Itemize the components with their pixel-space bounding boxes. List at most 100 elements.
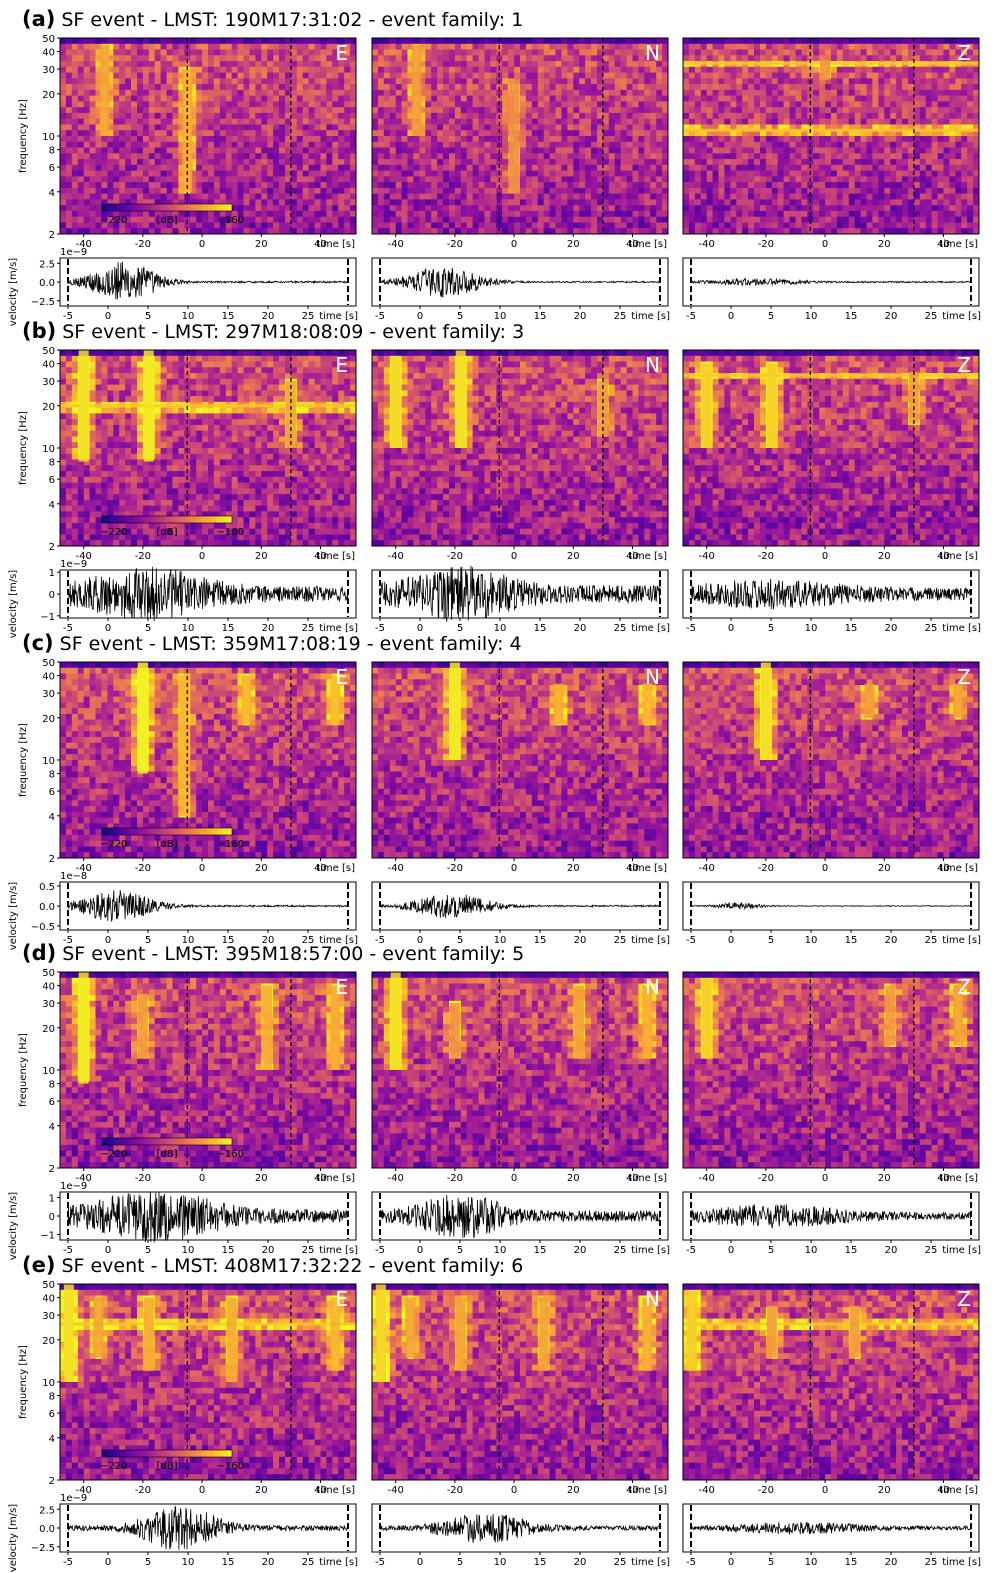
- spectrogram-cell: [683, 193, 690, 200]
- spectrogram-cell: [597, 95, 604, 102]
- spectrogram-cell: [825, 38, 832, 45]
- spectrogram-cell: [326, 118, 333, 126]
- spectrogram-cell: [602, 72, 610, 79]
- spectrogram-cell: [454, 199, 462, 206]
- spectrogram-cell: [878, 176, 885, 183]
- spectrogram-cell: [789, 147, 797, 154]
- spectrogram-cell: [83, 205, 91, 212]
- spectrogram-cell: [967, 141, 974, 149]
- spectrogram-cell: [332, 153, 339, 160]
- spectrogram-cell: [842, 159, 850, 166]
- spectrogram-cell: [255, 136, 262, 143]
- spectrogram-cell: [955, 38, 962, 45]
- spectrogram-cell: [148, 118, 156, 126]
- spectrogram-cell: [537, 66, 545, 74]
- spectrogram-cell: [508, 55, 515, 62]
- spectrogram-cell: [638, 222, 645, 229]
- spectrogram-cell: [472, 210, 480, 218]
- spectrogram-cell: [955, 55, 962, 62]
- spectrogram-cell: [694, 182, 702, 189]
- spectrogram-cell: [597, 159, 604, 166]
- spectrogram-cell: [783, 49, 791, 56]
- spectrogram-cell: [372, 159, 379, 166]
- spectrogram-cell: [60, 43, 67, 51]
- spectrogram-cell: [213, 118, 221, 126]
- spectrogram-cell: [520, 182, 527, 189]
- spectrogram-cell: [484, 89, 491, 97]
- spectrogram-cell: [718, 84, 725, 91]
- spectrogram-cell: [949, 159, 956, 166]
- spectrogram-cell: [573, 130, 580, 137]
- spectrogram-cell: [931, 112, 939, 120]
- spectrogram-cell: [125, 112, 132, 120]
- spectrogram-cell: [372, 101, 379, 108]
- spectrogram-cell: [508, 210, 515, 218]
- spectrogram-cell: [754, 84, 761, 91]
- spectrogram-cell: [314, 49, 322, 56]
- spectrogram-cell: [279, 205, 286, 212]
- spectrogram-cell: [896, 176, 903, 183]
- spectrogram-cell: [148, 222, 156, 229]
- spectrogram-cell: [783, 182, 791, 189]
- spectrogram-cell: [943, 164, 950, 172]
- spectrogram-cell: [190, 141, 197, 149]
- spectrogram-cell: [872, 141, 879, 149]
- spectrogram-cell: [836, 38, 844, 45]
- spectrogram-cell: [261, 84, 268, 91]
- spectrogram-cell: [724, 78, 731, 85]
- spectrogram-cell: [650, 187, 657, 195]
- spectrogram-cell: [125, 124, 132, 131]
- spectrogram-cell: [754, 164, 761, 172]
- spectrogram-cell: [125, 78, 132, 85]
- spectrogram-cell: [700, 187, 708, 195]
- spectrogram-cell: [825, 182, 832, 189]
- spectrogram-cell: [620, 49, 628, 56]
- spectrogram-cell: [148, 216, 156, 224]
- spectrogram-cell: [395, 170, 403, 177]
- spectrogram-cell: [437, 187, 444, 195]
- spectrogram-cell: [131, 187, 138, 195]
- spectrogram-cell: [83, 55, 91, 62]
- spectrogram-cell: [591, 49, 598, 56]
- spectrogram-cell: [125, 43, 132, 51]
- spectrogram-cell: [760, 112, 767, 120]
- spectrogram-cell: [484, 130, 491, 137]
- spectrogram-cell: [326, 124, 333, 131]
- spectrogram-cell: [520, 112, 527, 120]
- spectrogram-cell: [389, 159, 397, 166]
- spectrogram-cell: [712, 43, 720, 51]
- spectrogram-cell: [65, 38, 73, 45]
- spectrogram-cell: [783, 55, 791, 62]
- spectrogram-cell: [567, 124, 574, 131]
- spectrogram-cell: [231, 84, 239, 91]
- spectrogram-cell: [148, 153, 156, 160]
- spectrogram-cell: [460, 124, 468, 131]
- spectrogram-cell: [801, 199, 808, 206]
- spectrogram-cell: [937, 107, 945, 114]
- spectrogram-cell: [730, 43, 737, 51]
- spectrogram-cell: [854, 170, 862, 177]
- spectrogram-cell: [644, 170, 651, 177]
- spectrogram-cell: [83, 210, 91, 218]
- spectrogram-cell: [249, 216, 256, 224]
- spectrogram-cell: [332, 199, 339, 206]
- spectrogram-cell: [449, 95, 456, 102]
- spectrogram-cell: [71, 112, 79, 120]
- spectrogram-cell: [285, 210, 292, 218]
- spectrogram-cell: [626, 170, 634, 177]
- spectrogram-cell: [913, 187, 921, 195]
- spectrogram-cell: [208, 89, 215, 97]
- spectrogram-cell: [555, 164, 562, 172]
- spectrogram-cell: [419, 66, 426, 74]
- spectrogram-cell: [712, 72, 720, 79]
- spectrogram-cell: [813, 170, 820, 177]
- spectrogram-cell: [919, 55, 927, 62]
- spectrogram-cell: [754, 78, 761, 85]
- spectrogram-cell: [742, 153, 749, 160]
- spectrogram-cell: [219, 72, 227, 79]
- spectrogram-cell: [555, 43, 562, 51]
- spectrogram-cell: [925, 193, 933, 200]
- spectrogram-cell: [314, 72, 322, 79]
- spectrogram-cell: [718, 153, 725, 160]
- spectrogram-cell: [196, 95, 203, 102]
